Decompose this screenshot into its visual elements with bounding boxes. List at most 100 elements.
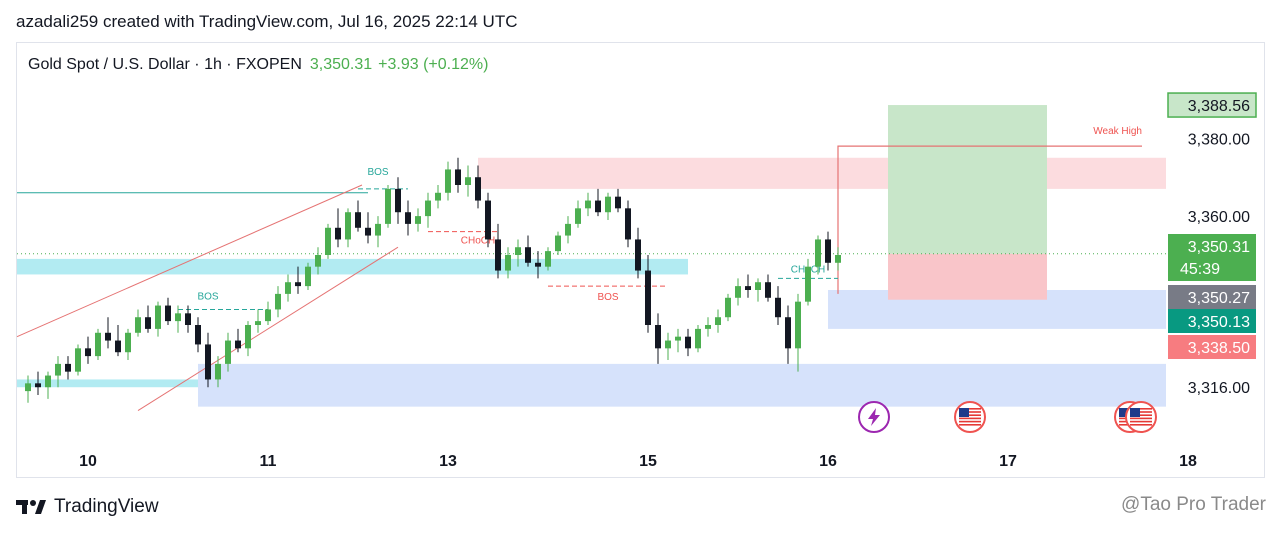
candle-body[interactable] — [625, 208, 631, 240]
price-change: +3.93 (+0.12%) — [378, 56, 489, 73]
candle-body[interactable] — [275, 293, 281, 310]
candle-body[interactable] — [795, 301, 801, 349]
candle-body[interactable] — [555, 235, 561, 252]
candle-body[interactable] — [185, 313, 191, 325]
candle-body[interactable] — [455, 169, 461, 185]
candle-body[interactable] — [495, 239, 501, 271]
candle-body[interactable] — [535, 262, 541, 267]
event-bolt-icon[interactable] — [858, 401, 890, 433]
candle-body[interactable] — [475, 177, 481, 201]
candle-body[interactable] — [635, 239, 641, 271]
candle-body[interactable] — [125, 332, 131, 353]
candle-body[interactable] — [425, 200, 431, 217]
candle-body[interactable] — [665, 340, 671, 349]
candle-body[interactable] — [755, 282, 761, 290]
candle-body[interactable] — [385, 188, 391, 224]
candle-body[interactable] — [605, 196, 611, 213]
candle-body[interactable] — [745, 286, 751, 290]
cyan-zone-low — [17, 379, 198, 388]
y-axis-tick-label: 3,380.00 — [1188, 131, 1250, 148]
candle-body[interactable] — [585, 200, 591, 209]
candle-body[interactable] — [235, 340, 241, 349]
candle-body[interactable] — [25, 383, 31, 392]
candle-body[interactable] — [315, 255, 321, 267]
candle-body[interactable] — [35, 383, 41, 388]
candle-body[interactable] — [445, 169, 451, 193]
candle-body[interactable] — [615, 196, 621, 209]
candle-body[interactable] — [375, 223, 381, 236]
candle-body[interactable] — [95, 332, 101, 357]
candle-body[interactable] — [165, 305, 171, 322]
candle-body[interactable] — [825, 239, 831, 263]
candle-body[interactable] — [565, 223, 571, 236]
candle-body[interactable] — [205, 344, 211, 380]
chart-frame[interactable] — [16, 42, 1265, 478]
candle-body[interactable] — [655, 325, 661, 349]
candle-body[interactable] — [245, 325, 251, 349]
candle-body[interactable] — [505, 255, 511, 271]
candle-body[interactable] — [365, 227, 371, 236]
candle-body[interactable] — [255, 321, 261, 325]
candle-body[interactable] — [85, 348, 91, 357]
annotation-label: BOS — [367, 167, 388, 178]
candle-body[interactable] — [685, 336, 691, 349]
candle-body[interactable] — [355, 212, 361, 228]
candle-body[interactable] — [75, 348, 81, 372]
candle-body[interactable] — [405, 212, 411, 224]
candle-body[interactable] — [575, 208, 581, 224]
candle-body[interactable] — [115, 340, 121, 353]
price-label-target: 3,388.56 — [1188, 98, 1250, 115]
candle-body[interactable] — [45, 375, 51, 388]
candle-body[interactable] — [785, 317, 791, 349]
candle-body[interactable] — [345, 212, 351, 240]
candle-body[interactable] — [225, 340, 231, 364]
candle-body[interactable] — [435, 192, 441, 201]
candle-body[interactable] — [595, 200, 601, 213]
candle-body[interactable] — [55, 363, 61, 376]
x-axis-tick-label: 10 — [79, 453, 97, 470]
candle-body[interactable] — [105, 332, 111, 341]
supply-zone — [478, 157, 1166, 189]
candle-body[interactable] — [415, 216, 421, 224]
candle-body[interactable] — [135, 317, 141, 333]
chart-credit: azadali259 created with TradingView.com,… — [16, 12, 518, 31]
candle-body[interactable] — [705, 325, 711, 329]
candle-body[interactable] — [465, 177, 471, 185]
candle-body[interactable] — [645, 270, 651, 325]
candle-body[interactable] — [175, 313, 181, 322]
candle-body[interactable] — [525, 247, 531, 263]
candle-body[interactable] — [545, 251, 551, 267]
candle-body[interactable] — [735, 286, 741, 298]
candle-body[interactable] — [285, 282, 291, 294]
take-profit-area — [888, 105, 1047, 254]
candle-body[interactable] — [335, 227, 341, 240]
candle-body[interactable] — [485, 200, 491, 240]
candle-body[interactable] — [65, 363, 71, 372]
candle-body[interactable] — [265, 309, 271, 322]
candle-body[interactable] — [775, 297, 781, 318]
event-us-flag-icon[interactable] — [1125, 401, 1157, 433]
candle-body[interactable] — [815, 239, 821, 267]
candle-body[interactable] — [675, 336, 681, 341]
candle-body[interactable] — [805, 266, 811, 302]
symbol-title[interactable]: Gold Spot / U.S. Dollar · 1h · FXOPEN — [28, 56, 302, 73]
candle-body[interactable] — [835, 255, 841, 263]
candle-body[interactable] — [715, 317, 721, 325]
candle-body[interactable] — [695, 328, 701, 349]
tradingview-logo[interactable]: TradingView — [16, 496, 159, 518]
candle-body[interactable] — [195, 325, 201, 345]
candle-body[interactable] — [295, 282, 301, 287]
candle-body[interactable] — [215, 363, 221, 380]
candle-body[interactable] — [305, 266, 311, 287]
candle-body[interactable] — [515, 247, 521, 255]
candle-body[interactable] — [725, 297, 731, 318]
weak-high-line — [837, 145, 1142, 294]
price-label-box — [1168, 285, 1256, 309]
candle-body[interactable] — [395, 188, 401, 213]
candle-body[interactable] — [325, 227, 331, 255]
candle-body[interactable] — [155, 305, 161, 329]
candle-body[interactable] — [145, 317, 151, 329]
candle-body[interactable] — [765, 282, 771, 298]
event-us-flag-icon[interactable] — [954, 401, 986, 433]
